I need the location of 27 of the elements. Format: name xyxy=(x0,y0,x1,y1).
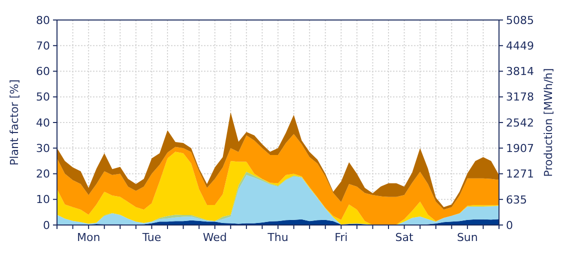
y-tick-label: 0 xyxy=(43,218,50,232)
y-tick-label: 70 xyxy=(36,39,50,52)
y2-tick-label: 2542 xyxy=(506,116,534,130)
y-axis-title: Plant factor [%] xyxy=(8,80,21,166)
y-tick-label: 40 xyxy=(36,116,50,130)
y2-tick-label: 0 xyxy=(506,218,513,232)
x-tick-label: Fri xyxy=(334,231,348,244)
x-tick-label: Tue xyxy=(141,231,162,244)
x-tick-label: Wed xyxy=(202,231,227,244)
y-tick-label: 60 xyxy=(36,65,50,78)
y-tick-label: 50 xyxy=(36,90,50,104)
y2-axis-title: Production [MWh/h] xyxy=(542,68,555,177)
x-tick-label: Sat xyxy=(395,231,414,244)
y2-tick-label: 635 xyxy=(506,193,527,206)
x-tick-label: Thu xyxy=(266,231,288,244)
y-tick-label: 10 xyxy=(36,193,50,206)
y2-tick-label: 5085 xyxy=(506,14,534,27)
y2-tick-label: 1271 xyxy=(506,168,534,181)
y-tick-label: 30 xyxy=(36,142,50,155)
y2-tick-label: 1907 xyxy=(506,142,534,155)
y-tick-label: 20 xyxy=(36,168,50,181)
y2-tick-label: 3178 xyxy=(506,90,534,104)
y2-tick-label: 4449 xyxy=(506,39,534,52)
y-tick-label: 80 xyxy=(36,14,50,27)
x-tick-label: Sun xyxy=(456,231,478,244)
y2-tick-label: 3814 xyxy=(506,65,534,78)
x-tick-label: Mon xyxy=(76,231,100,244)
